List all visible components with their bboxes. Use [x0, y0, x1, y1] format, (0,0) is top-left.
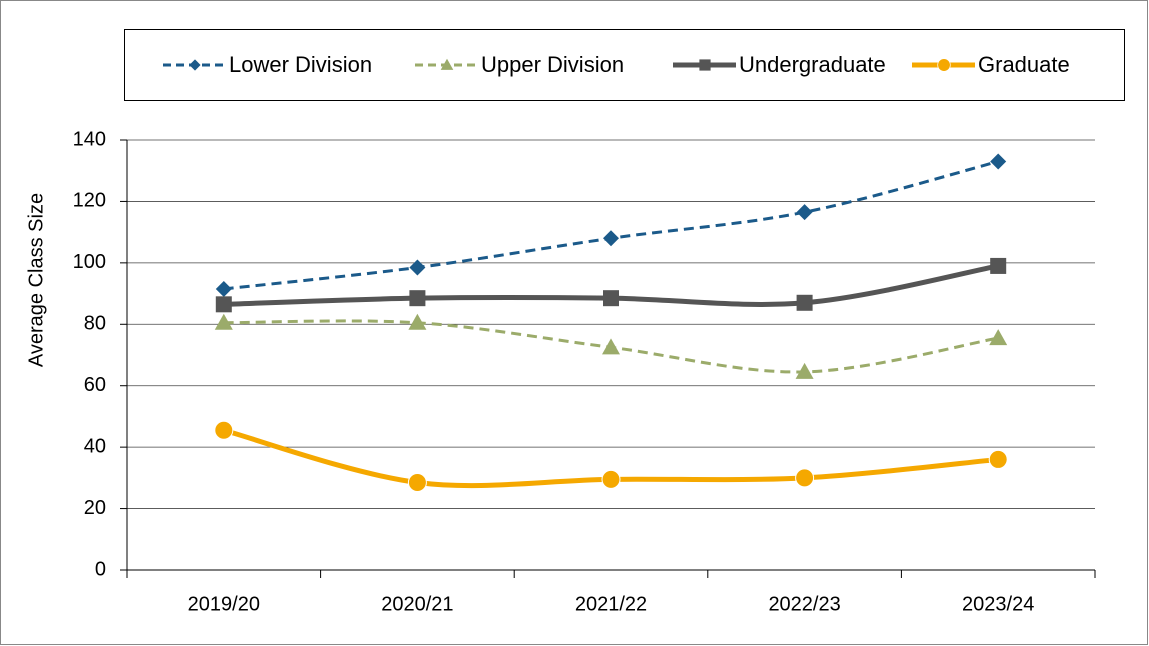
marker: [796, 204, 813, 221]
marker: [214, 313, 233, 330]
marker: [699, 59, 711, 71]
x-tick-label: 2020/21: [381, 593, 453, 615]
marker: [796, 294, 813, 311]
y-tick-label: 120: [73, 190, 106, 212]
marker: [440, 58, 454, 70]
legend-label: Graduate: [978, 52, 1070, 77]
y-tick-label: 20: [84, 497, 106, 519]
x-tick-label: 2022/23: [768, 593, 840, 615]
marker: [795, 362, 814, 379]
marker: [407, 472, 427, 492]
marker: [795, 468, 815, 488]
marker: [215, 280, 232, 297]
y-tick-label: 0: [95, 558, 106, 580]
marker: [215, 296, 232, 313]
marker: [602, 338, 620, 355]
marker: [603, 290, 619, 307]
legend-label: Upper Division: [481, 52, 624, 77]
x-tick-label: 2019/20: [188, 593, 260, 615]
y-tick-label: 40: [84, 435, 106, 457]
marker: [990, 153, 1007, 170]
marker: [989, 329, 1008, 346]
marker: [409, 259, 426, 276]
legend-label: Undergraduate: [739, 52, 886, 77]
marker: [603, 230, 619, 247]
y-tick-label: 80: [84, 313, 106, 335]
marker: [214, 420, 234, 440]
marker: [937, 58, 951, 72]
y-tick-label: 100: [73, 251, 106, 273]
x-tick-label: 2023/24: [962, 593, 1034, 615]
y-axis-title: Average Class Size: [25, 193, 47, 367]
y-tick-label: 140: [73, 128, 106, 150]
legend-label: Lower Division: [229, 52, 372, 77]
marker: [988, 449, 1008, 469]
marker: [409, 290, 426, 307]
marker: [408, 313, 427, 330]
y-tick-label: 60: [84, 374, 106, 396]
x-tick-label: 2021/22: [575, 593, 647, 615]
marker: [990, 257, 1007, 274]
marker: [189, 59, 201, 71]
marker: [601, 469, 621, 489]
